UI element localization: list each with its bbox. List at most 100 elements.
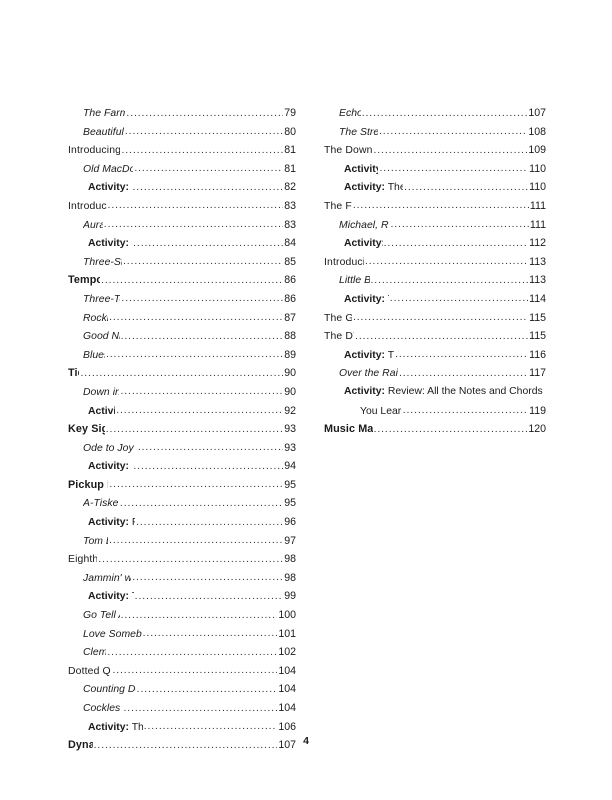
toc-entry[interactable]: Activity: The Eighth Note 99 [62,587,296,606]
toc-entry-page: 84 [284,237,296,250]
toc-entry[interactable]: Ties 90 [62,364,296,383]
activity-tag: Activity: [88,405,116,417]
toc-entry[interactable]: Echo Rock 107 [318,104,546,123]
toc-entry[interactable]: Three-Tempo Rock 86 [62,290,296,309]
toc-entry-label: Key Signatures [68,423,105,436]
toc-entry-page: 81 [284,144,296,157]
dot-leader [138,439,283,458]
toc-entry-page: 110 [529,181,546,194]
toc-entry-page: 86 [284,274,296,287]
toc-entry[interactable]: The Fermata 111 [318,197,546,216]
toc-entry-label: Blues in C [83,349,105,361]
toc-entry[interactable]: Good Night Ladies 88 [62,327,296,346]
toc-entry[interactable]: Activity: The Downstroke and Upstroke 110 [318,178,546,197]
activity-tag: Activity: [88,238,129,250]
toc-entry[interactable]: Activity: The Fermata 112 [318,234,546,253]
toc-entry[interactable]: Key Signatures 93 [62,420,296,439]
dot-leader [106,346,283,365]
toc-entry[interactable]: Clementine 102 [62,643,296,662]
dot-leader [371,272,529,291]
toc-entry[interactable]: Over the Rainbow (Extended Version) 117 [318,364,546,383]
toc-entry[interactable]: Ode to Joy (Extended Version) 93 [62,439,296,458]
toc-entry[interactable]: Music Matching Games 120 [318,420,546,439]
toc-entry-page: 114 [529,292,546,305]
toc-entry-label: Jammin' with Eighth Notes [83,572,131,584]
toc-entry[interactable]: The Farmer in the Dell 79 [62,104,296,123]
toc-entry-label: Clementine [83,647,106,659]
toc-entry[interactable]: Activity: The Note F-sharp 114 [318,290,546,309]
dot-leader [362,105,528,124]
dot-leader [98,551,283,570]
toc-entry[interactable]: Three-String Boogie 85 [62,253,296,272]
toc-entry-label: The Fermata [324,200,352,212]
toc-entry-page: 93 [284,441,296,454]
toc-entry[interactable]: Activity: The Note B-flat 84 [62,234,296,253]
toc-entry[interactable]: Activity: The Dotted Quarter Note 106 [62,718,296,737]
toc-entry[interactable]: Cockles and Mussels 104 [62,699,296,718]
toc-entry-page: 81 [284,162,296,175]
toc-entry-page: 111 [529,199,546,212]
toc-entry-label: Rockin' Uke [83,312,108,324]
dot-leader [353,197,529,216]
toc-entry-label: Love Somebody (Extended Version) [83,628,142,640]
toc-entry[interactable]: Love Somebody (Extended Version) 101 [62,625,296,644]
toc-entry[interactable]: Little Brown Jug 113 [318,271,546,290]
toc-entry[interactable]: Dynamics 107 [62,736,296,755]
toc-entry[interactable]: Pickup Measures 95 [62,476,296,495]
toc-entry[interactable]: Activity: Key Signatures 94 [62,457,296,476]
toc-entry[interactable]: You Learned in Books 1 & 2 119 [318,402,546,421]
toc-entry[interactable]: Go Tell Aunt Rhody 100 [62,606,296,625]
toc-entry[interactable]: Beautiful Brown Eyes 80 [62,123,296,142]
dot-leader [133,458,283,477]
toc-entry-label: Activity: The Dotted Quarter Note [88,721,143,733]
toc-entry[interactable]: Introducing B-Flat 83 [62,197,296,216]
toc-entry[interactable]: Activity: Common Time 82 [62,178,296,197]
toc-entry-page: 88 [284,330,296,343]
dot-leader [120,495,283,514]
toc-entry[interactable]: Introducing Common Time 81 [62,141,296,160]
toc-entry[interactable]: Activity: Review: All the Notes and Chor… [318,383,546,402]
toc-entry[interactable]: Introducing F-Sharp 113 [318,253,546,272]
toc-entry[interactable]: Tempo Signs 86 [62,271,296,290]
toc-entry[interactable]: The G Chord 115 [318,309,546,328]
toc-entry[interactable]: Counting Dotted Quarter Notes 104 [62,680,296,699]
toc-entry[interactable]: The Down-and-Up-Stroke 109 [318,141,546,160]
page-number: 4 [303,735,309,747]
toc-entry[interactable]: Eighth Notes 98 [62,550,296,569]
dot-leader [137,681,278,700]
dot-leader [404,179,528,198]
toc-entry[interactable]: The Streets of Laredo 108 [318,123,546,142]
toc-entry[interactable]: The D7 Chord 115 [318,327,546,346]
toc-entry-label: Activity: Dynamics [344,161,378,180]
toc-entry[interactable]: Jammin' with Eighth Notes 98 [62,569,296,588]
toc-entry[interactable]: Rockin' Uke 87 [62,309,296,328]
toc-entry[interactable]: Activity: Dynamics 110 [318,160,546,179]
toc-entry-page: 82 [284,181,296,194]
activity-tag: Activity: [88,517,129,529]
dot-leader [373,142,527,161]
toc-entry[interactable]: Old MacDonald Had a Farm 81 [62,160,296,179]
dot-leader [112,662,277,681]
toc-entry[interactable]: Dotted Quarter Notes 104 [62,662,296,681]
toc-entry[interactable]: Tom Dooley 97 [62,532,296,551]
toc-entry[interactable]: A-Tisket, A-Tasket 95 [62,494,296,513]
toc-entry[interactable]: Activity: Ties 92 [62,402,296,421]
toc-entry[interactable]: Activity: The G and D7 Chords 116 [318,346,546,365]
toc-entry[interactable]: Activity: Pickup Measures 96 [62,513,296,532]
toc-entry-page: 115 [529,330,546,343]
toc-entry[interactable]: Aura Lee 83 [62,216,296,235]
dot-leader [355,328,528,347]
table-of-contents: The Farmer in the Dell 79 Beautiful Brown … [0,104,612,755]
toc-entry[interactable]: Michael, Row the Boat Ashore 111 [318,216,546,235]
toc-entry[interactable]: Blues in C 89 [62,346,296,365]
toc-entry-page: 95 [284,478,296,491]
dot-leader [109,476,283,495]
toc-entry-label: Pickup Measures [68,478,108,491]
toc-entry-page: 80 [284,125,296,138]
toc-entry-page: 100 [278,609,296,622]
toc-entry[interactable]: Down in the Valley 90 [62,383,296,402]
dot-leader [125,123,283,142]
dot-leader [135,588,284,607]
toc-entry-label: Eighth Notes [68,554,98,566]
